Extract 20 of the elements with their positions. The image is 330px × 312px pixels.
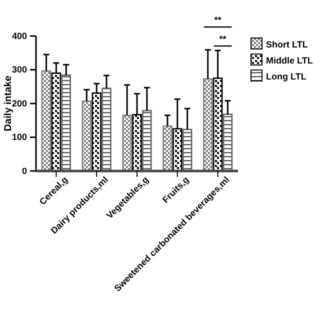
- y-tick-label: 0: [22, 166, 27, 176]
- bar: [41, 70, 52, 172]
- bar: [182, 128, 192, 172]
- y-tick-label: 200: [12, 98, 27, 108]
- y-tick-label: 400: [12, 30, 27, 41]
- bar: [222, 114, 233, 172]
- legend-label: Long LTL: [266, 72, 307, 82]
- y-tick-label: 100: [12, 132, 27, 142]
- bar: [61, 74, 71, 172]
- bar: [122, 114, 132, 172]
- text: **: [214, 15, 222, 25]
- bar: [82, 100, 92, 172]
- bar: [102, 88, 112, 172]
- annotation: **: [219, 34, 227, 44]
- bar: [203, 78, 213, 172]
- y-tick-label: 300: [12, 64, 27, 75]
- legend-label: Middle LTL: [266, 56, 314, 66]
- bar: [162, 125, 172, 172]
- legend-label: Short LTL: [266, 40, 308, 50]
- bar: [142, 110, 152, 172]
